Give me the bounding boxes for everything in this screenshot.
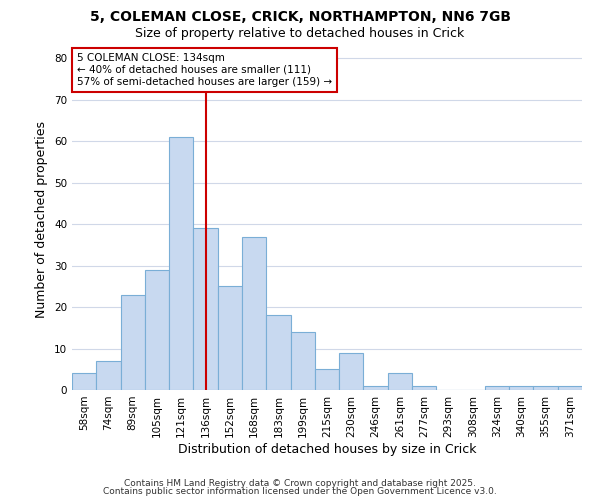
Y-axis label: Number of detached properties: Number of detached properties <box>35 122 49 318</box>
Text: Contains HM Land Registry data © Crown copyright and database right 2025.: Contains HM Land Registry data © Crown c… <box>124 478 476 488</box>
Bar <box>558 386 582 390</box>
Text: 5, COLEMAN CLOSE, CRICK, NORTHAMPTON, NN6 7GB: 5, COLEMAN CLOSE, CRICK, NORTHAMPTON, NN… <box>89 10 511 24</box>
Bar <box>242 236 266 390</box>
Bar <box>266 316 290 390</box>
Bar <box>533 386 558 390</box>
Bar <box>218 286 242 390</box>
Bar <box>315 370 339 390</box>
Bar <box>193 228 218 390</box>
Bar <box>145 270 169 390</box>
Text: 5 COLEMAN CLOSE: 134sqm
← 40% of detached houses are smaller (111)
57% of semi-d: 5 COLEMAN CLOSE: 134sqm ← 40% of detache… <box>77 54 332 86</box>
Bar <box>412 386 436 390</box>
Bar <box>485 386 509 390</box>
Bar <box>72 374 96 390</box>
Bar <box>121 294 145 390</box>
Bar <box>364 386 388 390</box>
Text: Size of property relative to detached houses in Crick: Size of property relative to detached ho… <box>136 28 464 40</box>
Bar <box>169 137 193 390</box>
Bar <box>96 361 121 390</box>
Bar <box>339 352 364 390</box>
Text: Contains public sector information licensed under the Open Government Licence v3: Contains public sector information licen… <box>103 487 497 496</box>
X-axis label: Distribution of detached houses by size in Crick: Distribution of detached houses by size … <box>178 442 476 456</box>
Bar <box>509 386 533 390</box>
Bar <box>388 374 412 390</box>
Bar <box>290 332 315 390</box>
